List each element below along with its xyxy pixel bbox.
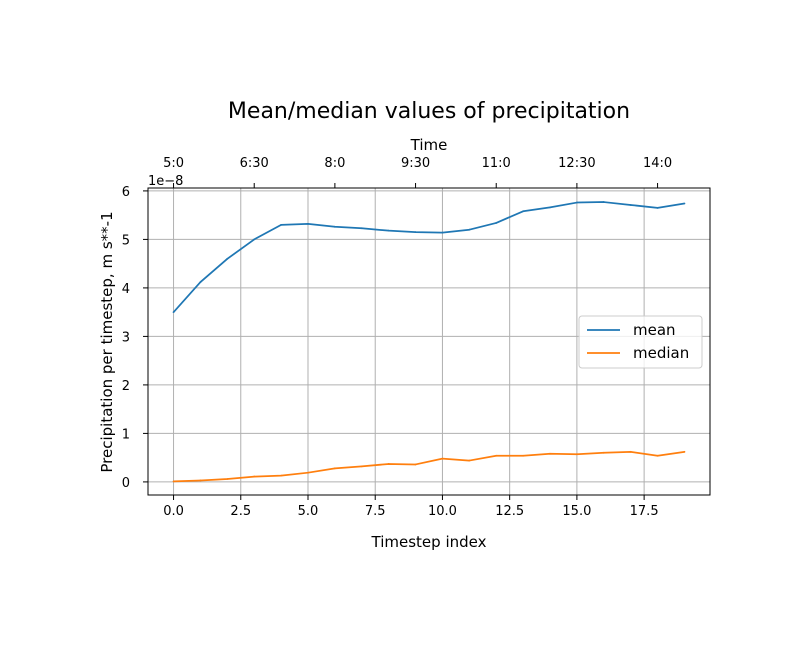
data-point-median (656, 454, 659, 457)
data-point-mean (307, 222, 309, 225)
legend-label-median: median (633, 344, 689, 362)
legend-label-mean: mean (633, 321, 676, 339)
data-point-median (522, 454, 525, 457)
data-point-median (575, 453, 578, 456)
x-tick-label: 12.5 (495, 504, 524, 519)
x-tick-label: 5.0 (298, 504, 319, 519)
data-point-mean (629, 204, 632, 206)
data-point-mean (280, 223, 283, 226)
data-point-median (253, 475, 256, 478)
data-point-mean (602, 201, 605, 203)
y-offset-text: 1e−8 (148, 174, 183, 189)
data-point-mean (495, 222, 498, 224)
data-point-mean (468, 228, 471, 231)
y-tick-label: 6 (122, 185, 130, 200)
data-point-median (602, 451, 605, 454)
data-point-mean (360, 227, 363, 230)
data-point-median (468, 459, 471, 462)
x-tick-label: 2.5 (230, 504, 251, 519)
top-tick-label: 11:0 (482, 156, 511, 171)
top-tick-label: 5:0 (163, 156, 184, 171)
plot-frame (147, 187, 711, 496)
top-tick-label: 14:0 (643, 156, 672, 171)
data-point-median (495, 454, 498, 457)
data-point-median (333, 467, 336, 470)
top-tick-label: 8:0 (324, 156, 345, 171)
series-lines (172, 201, 686, 483)
data-point-median (280, 474, 283, 477)
data-point-median (199, 479, 202, 482)
chart-title: Mean/median values of precipitation (228, 99, 630, 124)
y-tick-label: 4 (122, 282, 130, 297)
y-tick-label: 2 (122, 379, 130, 394)
ticks: 0.0 2.5 5.0 7.5 10.0 12.5 15.0 17.5 0 1 2 3 4 5 6 5:0 6:… (122, 156, 672, 519)
data-point-median (172, 480, 175, 483)
data-point-median (414, 463, 417, 466)
x-axis-label: Timestep index (371, 533, 487, 551)
data-point-mean (172, 311, 175, 314)
x-tick-label: 15.0 (562, 504, 591, 519)
y-tick-label: 0 (122, 476, 130, 491)
grid (148, 188, 710, 495)
legend: mean median (578, 315, 703, 369)
data-point-mean (683, 202, 686, 205)
data-point-median (549, 452, 551, 455)
y-axis-label: Precipitation per timestep, m s**-1 (98, 211, 116, 472)
data-point-mean (226, 257, 229, 260)
data-point-mean (441, 231, 444, 234)
y-tick-label: 5 (122, 233, 130, 248)
x-tick-label: 17.5 (630, 504, 659, 519)
data-point-mean (333, 225, 336, 228)
series-line-median (173, 450, 685, 483)
data-point-mean (522, 210, 525, 213)
y-tick-label: 1 (122, 427, 130, 442)
top-tick-label: 9:30 (401, 156, 430, 171)
series-line-mean (172, 201, 685, 313)
data-point-median (683, 450, 686, 453)
top-tick-label: 6:30 (240, 156, 269, 171)
x-tick-label: 10.0 (428, 504, 457, 519)
data-point-median (387, 463, 390, 465)
data-point-mean (656, 206, 659, 209)
data-point-median (360, 465, 363, 468)
top-tick-label: 12:30 (558, 156, 595, 171)
data-point-mean (549, 206, 551, 209)
data-point-median (307, 471, 309, 474)
data-point-median (441, 457, 444, 460)
top-axis-label: Time (410, 136, 448, 154)
y-tick-label: 3 (122, 330, 130, 345)
data-point-mean (575, 201, 578, 204)
data-point-median (226, 478, 229, 480)
data-point-mean (199, 281, 202, 283)
data-point-median (629, 450, 632, 453)
data-point-mean (387, 229, 390, 232)
data-point-mean (253, 238, 256, 241)
data-point-mean (414, 231, 417, 234)
legend-box (578, 315, 703, 369)
x-tick-label: 7.5 (365, 504, 386, 519)
x-tick-label: 0.0 (163, 504, 184, 519)
